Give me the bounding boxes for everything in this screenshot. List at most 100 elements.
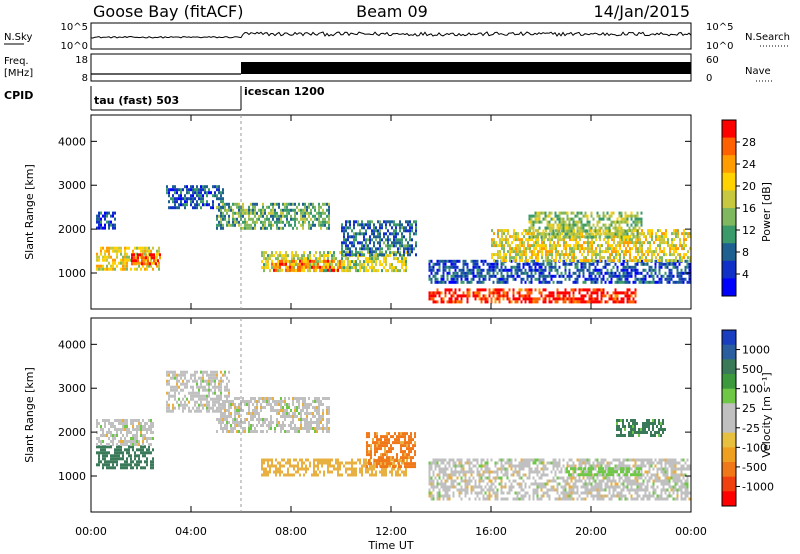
velocity-cell (404, 441, 406, 445)
power-cell (326, 226, 328, 230)
power-cell (133, 262, 135, 266)
velocity-cell (327, 470, 329, 474)
power-cell (657, 238, 659, 242)
power-cell (544, 265, 547, 269)
velocity-cell (374, 444, 376, 448)
velocity-cell (391, 458, 393, 462)
power-cell (544, 217, 547, 221)
velocity-cell (194, 370, 196, 374)
power-cell (456, 274, 459, 278)
power-cell (456, 271, 459, 275)
velocity-cell (293, 458, 295, 462)
power-cell (293, 257, 295, 261)
velocity-cell (120, 437, 122, 440)
power-cell (470, 280, 473, 284)
velocity-cell (298, 400, 300, 403)
power-cell (611, 238, 613, 242)
power-cell (291, 251, 293, 255)
power-cell (630, 268, 633, 272)
power-cell (335, 268, 337, 272)
power-cell (361, 232, 363, 236)
velocity-cell (317, 467, 319, 471)
power-cell (510, 271, 513, 275)
velocity-cell (170, 409, 172, 413)
power-cell (647, 241, 649, 245)
velocity-cell (403, 473, 405, 477)
power-cell (626, 265, 629, 269)
velocity-cell (100, 445, 102, 449)
power-cell (482, 294, 485, 298)
power-cell (355, 238, 357, 242)
power-cell (614, 274, 617, 278)
power-cell (100, 264, 102, 268)
velocity-cell (128, 431, 130, 434)
power-cell (373, 269, 375, 273)
power-cell (518, 268, 521, 272)
velocity-cell (132, 448, 134, 452)
power-cell (522, 297, 525, 301)
velocity-cell (134, 428, 136, 431)
power-cell (628, 294, 631, 298)
power-cell (602, 294, 605, 298)
power-cell (100, 252, 102, 256)
velocity-cell (166, 400, 168, 404)
power-cell (629, 241, 631, 245)
power-cell (627, 241, 629, 245)
power-cell (267, 263, 269, 267)
power-cell (246, 220, 248, 224)
power-cell (373, 229, 375, 233)
power-cell (604, 271, 607, 275)
power-cell (630, 211, 633, 215)
power-cell (106, 214, 108, 218)
velocity-cell (196, 406, 198, 410)
power-cell (598, 271, 601, 275)
velocity-cell (312, 406, 314, 409)
velocity-cell (144, 422, 146, 425)
velocity-cell (359, 467, 361, 471)
velocity-cell (208, 379, 210, 383)
power-cell (216, 223, 218, 227)
power-cell (367, 223, 369, 227)
velocity-cell (351, 467, 353, 471)
noise-right-label: N.Search (745, 32, 790, 43)
power-cell (566, 235, 569, 239)
power-cell (622, 259, 625, 263)
velocity-cell (405, 473, 407, 477)
power-cell (212, 200, 214, 204)
power-cell (604, 223, 607, 227)
power-cell (552, 217, 555, 221)
power-cell (286, 214, 288, 218)
power-cell (275, 268, 277, 272)
power-cell (266, 217, 268, 221)
power-cell (250, 217, 252, 221)
velocity-cell (272, 406, 274, 409)
velocity-cell (392, 465, 394, 469)
power-cell (478, 291, 481, 295)
power-cell (640, 232, 643, 236)
velocity-cell (345, 461, 347, 465)
power-cell (178, 188, 180, 192)
power-cell (638, 220, 641, 224)
power-cell (329, 251, 331, 255)
velocity-cell (318, 418, 320, 421)
power-cell (537, 241, 539, 245)
power-cell (393, 257, 395, 261)
power-cell (601, 244, 603, 248)
velocity-cell (328, 409, 330, 412)
power-cell (490, 262, 493, 266)
velocity-cell (392, 435, 394, 439)
velocity-cell (258, 397, 260, 400)
power-cell (369, 257, 371, 261)
power-cell (283, 257, 285, 261)
power-cell (244, 208, 246, 212)
velocity-cell (212, 385, 214, 389)
power-cell (606, 262, 609, 266)
power-cell (499, 253, 501, 257)
velocity-cell (380, 465, 382, 469)
power-cell (593, 253, 595, 257)
velocity-cell (256, 424, 258, 427)
velocity-cell (248, 409, 250, 412)
power-cell (122, 258, 124, 262)
power-cell (474, 265, 477, 269)
velocity-cell (301, 467, 303, 471)
